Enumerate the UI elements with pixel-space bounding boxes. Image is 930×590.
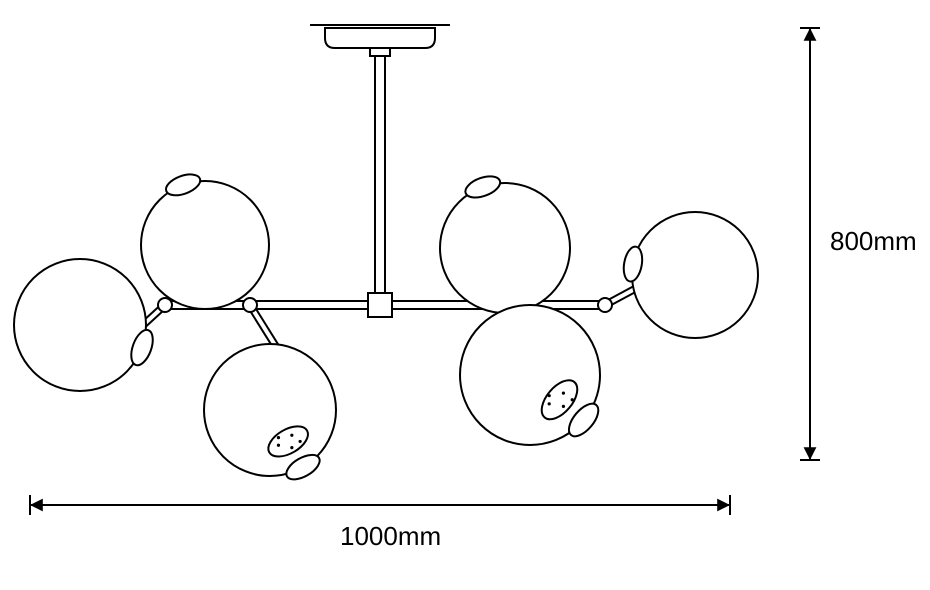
lamp-outline — [14, 25, 758, 484]
width-dimension-label: 1000mm — [340, 521, 441, 551]
height-dimension-label: 800mm — [830, 226, 917, 256]
lamp-dimension-drawing: 1000mm 800mm — [0, 0, 930, 590]
